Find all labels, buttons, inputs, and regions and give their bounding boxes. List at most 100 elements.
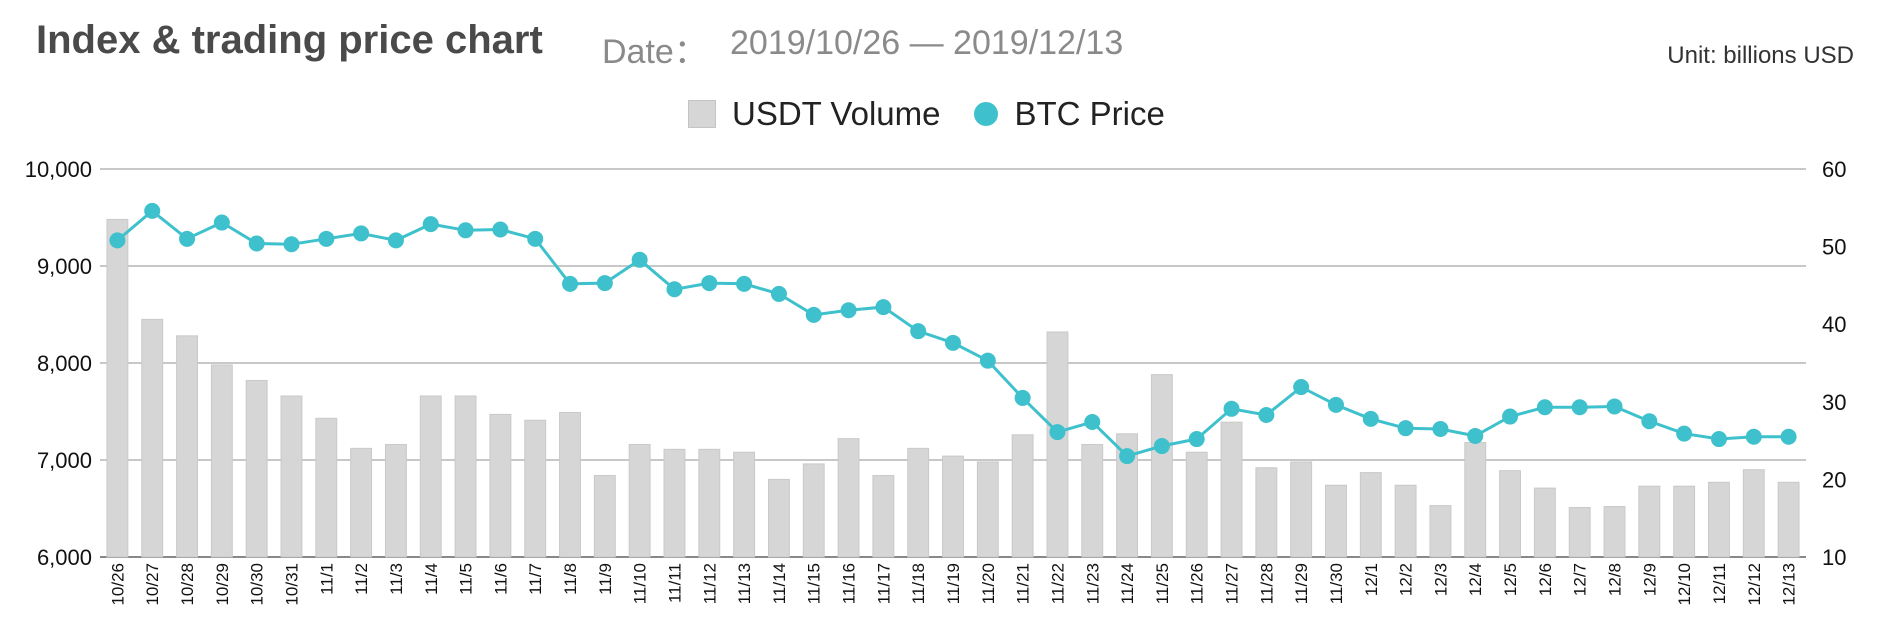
price-point bbox=[1502, 408, 1519, 425]
price-point bbox=[875, 299, 892, 316]
left-axis-tick-label: 8,000 bbox=[37, 351, 92, 376]
x-axis-tick-label: 11/20 bbox=[979, 563, 998, 604]
x-axis-tick-label: 11/27 bbox=[1223, 563, 1242, 604]
x-axis-tick-label: 12/13 bbox=[1780, 563, 1799, 606]
volume-bar bbox=[1255, 467, 1278, 558]
volume-bar bbox=[419, 395, 442, 558]
volume-bar bbox=[1394, 484, 1417, 558]
price-point bbox=[283, 236, 300, 253]
left-axis-tick-label: 10,000 bbox=[25, 157, 92, 182]
price-point bbox=[1710, 431, 1727, 448]
price-point bbox=[1119, 448, 1136, 465]
right-axis-tick-label: 50 bbox=[1822, 235, 1846, 260]
x-axis-tick-label: 11/4 bbox=[422, 563, 441, 595]
x-axis-tick-label: 11/8 bbox=[561, 563, 580, 595]
volume-bar bbox=[802, 463, 825, 558]
volume-bar bbox=[1116, 433, 1139, 558]
x-axis-tick-label: 12/1 bbox=[1362, 563, 1381, 596]
right-axis-tick-label: 40 bbox=[1822, 312, 1846, 337]
x-axis-tick-label: 12/6 bbox=[1536, 563, 1555, 596]
volume-bar bbox=[663, 448, 686, 558]
date-range: 2019/10/26 — 2019/12/13 bbox=[730, 24, 1124, 62]
right-axis-tick-label: 60 bbox=[1822, 157, 1846, 182]
x-axis-tick-label: 12/2 bbox=[1397, 563, 1416, 596]
x-axis-tick-label: 11/30 bbox=[1327, 563, 1346, 604]
volume-bar bbox=[1081, 443, 1104, 558]
x-axis-tick-label: 12/4 bbox=[1466, 563, 1485, 596]
legend-item-volume: USDT Volume bbox=[688, 95, 940, 133]
price-point bbox=[1223, 400, 1240, 417]
price-point bbox=[1258, 406, 1275, 423]
volume-bar bbox=[872, 475, 895, 558]
price-point bbox=[457, 222, 474, 239]
volume-bar bbox=[1150, 374, 1173, 558]
x-axis-tick-label: 12/12 bbox=[1745, 563, 1764, 606]
volume-bar bbox=[1777, 481, 1800, 558]
volume-bar bbox=[628, 443, 651, 558]
price-point bbox=[1362, 410, 1379, 427]
x-axis-tick-label: 11/3 bbox=[387, 563, 406, 595]
volume-bar bbox=[489, 413, 512, 558]
x-axis-tick-label: 12/3 bbox=[1431, 563, 1450, 596]
chart-legend: USDT Volume BTC Price bbox=[688, 94, 1199, 134]
volume-bar bbox=[524, 419, 547, 558]
volume-bar bbox=[907, 447, 930, 558]
price-point bbox=[422, 216, 439, 233]
volume-bar bbox=[1708, 481, 1730, 558]
volume-bar bbox=[1046, 331, 1069, 558]
date-label: Date： bbox=[602, 33, 708, 71]
price-line bbox=[109, 202, 1797, 465]
volume-bar bbox=[942, 455, 964, 558]
x-axis-tick-label: 11/19 bbox=[944, 563, 963, 604]
x-axis-tick-label: 12/8 bbox=[1606, 563, 1625, 596]
x-axis-tick-label: 11/7 bbox=[526, 563, 545, 595]
volume-bar bbox=[1290, 461, 1313, 558]
x-axis-ticks: 10/26 10/27 10/28 10/29 10/30 10/31 11/1 11/2 11… bbox=[108, 563, 1798, 606]
x-axis-tick-label: 12/9 bbox=[1640, 563, 1659, 596]
right-axis-ticks: 10 20 30 40 50 60 bbox=[1822, 157, 1846, 570]
x-axis-tick-label: 11/13 bbox=[735, 563, 754, 604]
price-point bbox=[1397, 420, 1414, 437]
price-point bbox=[1467, 427, 1484, 444]
volume-bar bbox=[106, 218, 129, 558]
x-axis-tick-label: 11/14 bbox=[770, 563, 789, 604]
price-point bbox=[910, 323, 927, 340]
price-point bbox=[144, 202, 161, 219]
volume-bar bbox=[1359, 472, 1382, 558]
x-axis-tick-label: 10/26 bbox=[108, 563, 127, 606]
x-axis-tick-label: 11/16 bbox=[840, 563, 859, 604]
price-point bbox=[805, 306, 822, 323]
price-point bbox=[770, 285, 787, 302]
x-axis-tick-label: 10/31 bbox=[283, 563, 302, 606]
price-point bbox=[1327, 396, 1344, 413]
volume-bar bbox=[1638, 485, 1661, 558]
price-point bbox=[1641, 413, 1658, 430]
x-axis-tick-label: 11/6 bbox=[491, 563, 510, 595]
x-axis-tick-label: 11/24 bbox=[1118, 563, 1137, 604]
x-axis-tick-label: 11/1 bbox=[317, 563, 336, 595]
volume-bar bbox=[976, 461, 999, 558]
price-point bbox=[248, 235, 265, 252]
x-axis-tick-label: 11/28 bbox=[1257, 563, 1276, 604]
x-axis-tick-label: 11/29 bbox=[1292, 563, 1311, 604]
volume-bars bbox=[106, 218, 1800, 558]
right-axis-tick-label: 10 bbox=[1822, 545, 1846, 570]
volume-bar bbox=[837, 438, 860, 558]
volume-bar bbox=[141, 318, 164, 558]
volume-bar bbox=[350, 447, 373, 558]
volume-bar bbox=[1325, 484, 1347, 558]
price-point bbox=[527, 230, 544, 247]
price-point bbox=[109, 232, 126, 249]
x-axis-tick-label: 11/22 bbox=[1048, 563, 1067, 604]
volume-bar bbox=[1499, 470, 1522, 558]
price-point bbox=[562, 275, 579, 292]
x-axis-tick-label: 11/9 bbox=[596, 563, 615, 595]
volume-bar bbox=[384, 443, 407, 558]
chart-title: Index & trading price chart bbox=[36, 18, 543, 62]
volume-bar bbox=[1742, 469, 1765, 558]
volume-bar bbox=[280, 395, 303, 558]
volume-bar bbox=[1568, 507, 1591, 558]
price-point bbox=[1014, 389, 1031, 406]
price-point bbox=[1676, 425, 1693, 442]
